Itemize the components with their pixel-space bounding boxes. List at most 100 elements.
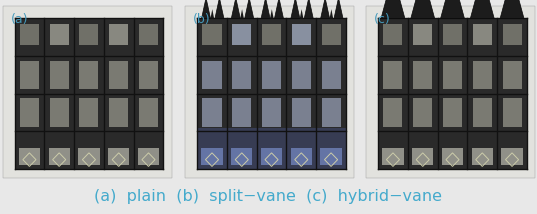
Bar (378, 18, 527, 169)
Polygon shape (233, 9, 236, 18)
Bar (185, 6, 354, 178)
Bar (49, 98, 69, 127)
Bar (139, 24, 158, 45)
Polygon shape (218, 9, 222, 18)
Bar (291, 148, 312, 165)
Polygon shape (263, 9, 266, 18)
Bar (383, 98, 403, 127)
Polygon shape (421, 5, 426, 18)
Bar (503, 98, 521, 127)
Polygon shape (321, 0, 330, 18)
Bar (322, 24, 340, 45)
Bar (443, 61, 462, 89)
Bar (139, 61, 158, 89)
Polygon shape (291, 0, 300, 18)
Polygon shape (429, 5, 433, 18)
Bar (366, 6, 535, 178)
Polygon shape (399, 5, 403, 18)
Bar (382, 148, 404, 165)
Bar (473, 61, 492, 89)
Bar (197, 128, 346, 169)
Bar (78, 148, 99, 165)
Polygon shape (203, 9, 207, 18)
Polygon shape (518, 5, 523, 18)
Bar (138, 148, 159, 165)
Bar (292, 24, 311, 45)
Bar (49, 61, 69, 89)
Bar (443, 98, 462, 127)
Bar (19, 148, 40, 165)
Text: (a)  plain  (b)  split−vane  (c)  hybrid−vane: (a) plain (b) split−vane (c) hybrid−vane (95, 189, 442, 204)
Polygon shape (248, 9, 251, 18)
Polygon shape (481, 5, 485, 18)
Bar (232, 24, 251, 45)
Bar (262, 24, 281, 45)
Polygon shape (334, 0, 343, 18)
Bar (321, 148, 342, 165)
Bar (292, 98, 311, 127)
Bar (502, 148, 523, 165)
Bar (20, 98, 39, 127)
Bar (49, 24, 69, 45)
Bar (322, 61, 340, 89)
Bar (413, 98, 432, 127)
Bar (503, 61, 521, 89)
Bar (20, 24, 39, 45)
Polygon shape (240, 9, 244, 18)
Bar (231, 148, 252, 165)
Polygon shape (330, 9, 333, 18)
Bar (202, 61, 222, 89)
Bar (108, 148, 129, 165)
Polygon shape (444, 5, 448, 18)
Polygon shape (440, 0, 465, 18)
Polygon shape (201, 0, 211, 18)
Bar (48, 148, 70, 165)
Polygon shape (414, 5, 418, 18)
Bar (232, 61, 251, 89)
Polygon shape (211, 9, 214, 18)
Polygon shape (381, 0, 405, 18)
Polygon shape (391, 5, 396, 18)
Bar (232, 98, 251, 127)
Polygon shape (278, 9, 281, 18)
Polygon shape (215, 0, 224, 18)
Bar (202, 24, 222, 45)
Polygon shape (231, 0, 240, 18)
Polygon shape (304, 0, 313, 18)
Polygon shape (292, 9, 296, 18)
Bar (413, 24, 432, 45)
Bar (383, 61, 403, 89)
Bar (412, 148, 433, 165)
Polygon shape (307, 9, 311, 18)
Bar (79, 24, 98, 45)
Bar (139, 98, 158, 127)
Polygon shape (511, 5, 515, 18)
Text: (b): (b) (193, 13, 211, 26)
Polygon shape (261, 0, 270, 18)
Bar (473, 24, 492, 45)
Polygon shape (274, 0, 284, 18)
Polygon shape (470, 0, 494, 18)
Bar (14, 18, 163, 169)
Polygon shape (322, 9, 326, 18)
Polygon shape (245, 0, 253, 18)
Polygon shape (459, 5, 463, 18)
Bar (197, 18, 346, 169)
Bar (109, 24, 128, 45)
Bar (383, 24, 403, 45)
Polygon shape (411, 0, 434, 18)
Bar (262, 61, 281, 89)
Bar (20, 61, 39, 89)
Bar (262, 98, 281, 127)
Bar (443, 24, 462, 45)
Bar (109, 61, 128, 89)
Bar (202, 98, 222, 127)
Bar (322, 98, 340, 127)
Text: (c): (c) (374, 13, 391, 26)
Bar (292, 61, 311, 89)
Text: (a): (a) (11, 13, 28, 26)
Polygon shape (500, 0, 524, 18)
Polygon shape (451, 5, 455, 18)
Polygon shape (270, 9, 274, 18)
Bar (442, 148, 463, 165)
